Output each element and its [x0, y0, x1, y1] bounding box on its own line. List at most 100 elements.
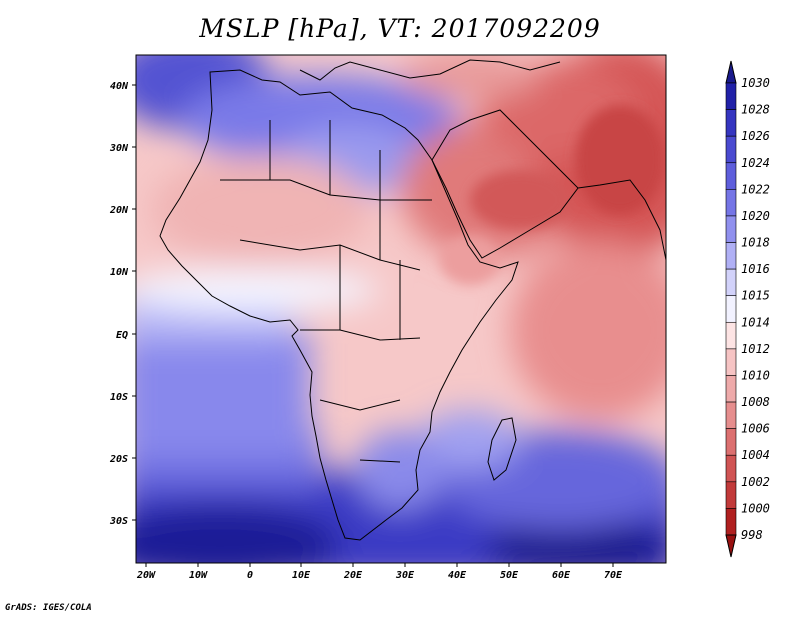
lon-label: 30E — [395, 570, 415, 581]
arabia-coastline — [431, 109, 579, 259]
lon-label: 70E — [604, 570, 623, 581]
lon-label: 50E — [500, 570, 519, 581]
lat-label: 30N — [109, 143, 129, 154]
colorbar-label: 1010 — [741, 368, 770, 382]
colorbar-label: 1015 — [741, 289, 770, 303]
colorbar-swatch — [725, 189, 737, 217]
madagascar-coastline — [487, 417, 517, 481]
colorbar-swatch — [725, 295, 737, 323]
colorbar-label: 1004 — [741, 448, 770, 462]
colorbar-cap-bottom — [725, 534, 737, 558]
pressure-field — [136, 55, 666, 563]
plot-frame — [135, 54, 667, 564]
horn-low — [440, 235, 500, 285]
africa-coastline — [159, 69, 519, 541]
atlantic-band-1 — [136, 330, 310, 460]
lat-tick: 30N — [109, 143, 136, 154]
colorbar-swatch — [725, 321, 737, 350]
lon-tick: 40E — [448, 563, 467, 581]
lon-tick: 30E — [395, 563, 415, 581]
lat-label: 10N — [110, 267, 129, 278]
colorbar-swatch — [725, 242, 737, 270]
colorbar-label: 1012 — [741, 342, 770, 356]
lat-label: 20N — [109, 205, 129, 216]
lat-tick: 40N — [110, 81, 136, 92]
colorbar-swatch — [725, 109, 737, 137]
colorbar-swatch — [725, 162, 737, 190]
mozambique-ridge — [420, 410, 520, 470]
lat-label: 30S — [109, 516, 128, 527]
arabian-sea-low — [510, 240, 666, 420]
colorbar-label: 1024 — [741, 156, 770, 170]
pakistan-core-low — [575, 105, 665, 215]
lon-tick: 70E — [604, 563, 623, 581]
colorbar-swatch — [725, 135, 737, 164]
colorbar-label: 1008 — [741, 395, 770, 409]
lon-label: 60E — [552, 570, 571, 581]
lat-tick: 30S — [109, 516, 136, 527]
lon-tick: 20E — [343, 563, 363, 581]
lat-tick: 10N — [110, 267, 136, 278]
colorbar-label: 1030 — [741, 76, 770, 90]
footer-credit: GrADS: IGES/COLA — [5, 603, 92, 613]
lon-tick: 60E — [552, 563, 571, 581]
colorbar-label: 998 — [741, 528, 763, 542]
lat-label: EQ — [116, 330, 128, 341]
colorbar-label: 1014 — [741, 315, 770, 329]
colorbar-swatch — [725, 508, 737, 536]
lon-axis: 20W 10W 0 10E 20E 30E 40E 50E 60E 70E — [136, 563, 623, 581]
colorbar-cap-top — [725, 60, 737, 84]
colorbar-swatch — [725, 215, 737, 243]
lat-tick: 20N — [109, 205, 136, 216]
lon-tick: 50E — [500, 563, 519, 581]
equatorial-ridge — [136, 268, 380, 312]
asia-coastline — [577, 179, 666, 261]
colorbar-label: 1000 — [741, 501, 770, 515]
lon-label: 10E — [292, 570, 311, 581]
europe-coastline — [299, 59, 561, 81]
colorbar-label: 1016 — [741, 262, 770, 276]
turkey-transition — [400, 55, 540, 100]
lon-label: 10W — [189, 570, 208, 581]
lat-label: 10S — [110, 392, 128, 403]
colorbar-swatch — [725, 348, 737, 376]
colorbar-label: 1026 — [741, 129, 770, 143]
lat-label: 40N — [110, 81, 129, 92]
southern-africa-high — [355, 430, 445, 510]
lat-axis: 40N 30N 20N 10N EQ 10S 20S 30S — [109, 81, 136, 527]
colorbar-label: 1006 — [741, 422, 770, 436]
arabia-core-low — [470, 170, 570, 230]
colorbar-swatch — [725, 428, 737, 456]
colorbar-swatch — [725, 401, 737, 429]
colorbar-swatch — [725, 82, 737, 110]
colorbar-label: 1002 — [741, 475, 770, 489]
map-title: MSLP [hPa], VT: 2017092209 — [199, 14, 601, 43]
colorbar-label: 1020 — [741, 209, 770, 223]
south-indian-core — [485, 520, 666, 563]
lon-tick: 10W — [189, 563, 208, 581]
lon-label: 40E — [448, 570, 467, 581]
lon-tick: 20W — [136, 563, 156, 581]
lat-tick: EQ — [116, 330, 136, 341]
lat-tick: 10S — [110, 392, 136, 403]
colorbar-label: 1028 — [741, 103, 770, 117]
colorbar-label: 1022 — [741, 182, 770, 196]
sahel-low — [150, 155, 370, 265]
colorbar-label: 1018 — [741, 236, 770, 250]
lon-label: 20W — [136, 570, 156, 581]
south-atlantic-core — [136, 505, 340, 563]
colorbar-swatch — [725, 454, 737, 483]
lon-label: 0 — [247, 570, 253, 581]
internal-borders — [220, 120, 432, 463]
lon-tick: 0 — [247, 563, 253, 581]
coastlines — [159, 59, 666, 541]
lat-label: 20S — [109, 454, 128, 465]
colorbar: 1030 1028 1026 1024 1022 1020 1018 1016 1015 1014… — [725, 60, 770, 558]
colorbar-swatch — [725, 481, 737, 509]
lon-label: 20E — [343, 570, 363, 581]
colorbar-swatch — [725, 375, 737, 403]
lat-tick: 20S — [109, 454, 136, 465]
colorbar-swatch — [725, 268, 737, 297]
lon-tick: 10E — [292, 563, 311, 581]
